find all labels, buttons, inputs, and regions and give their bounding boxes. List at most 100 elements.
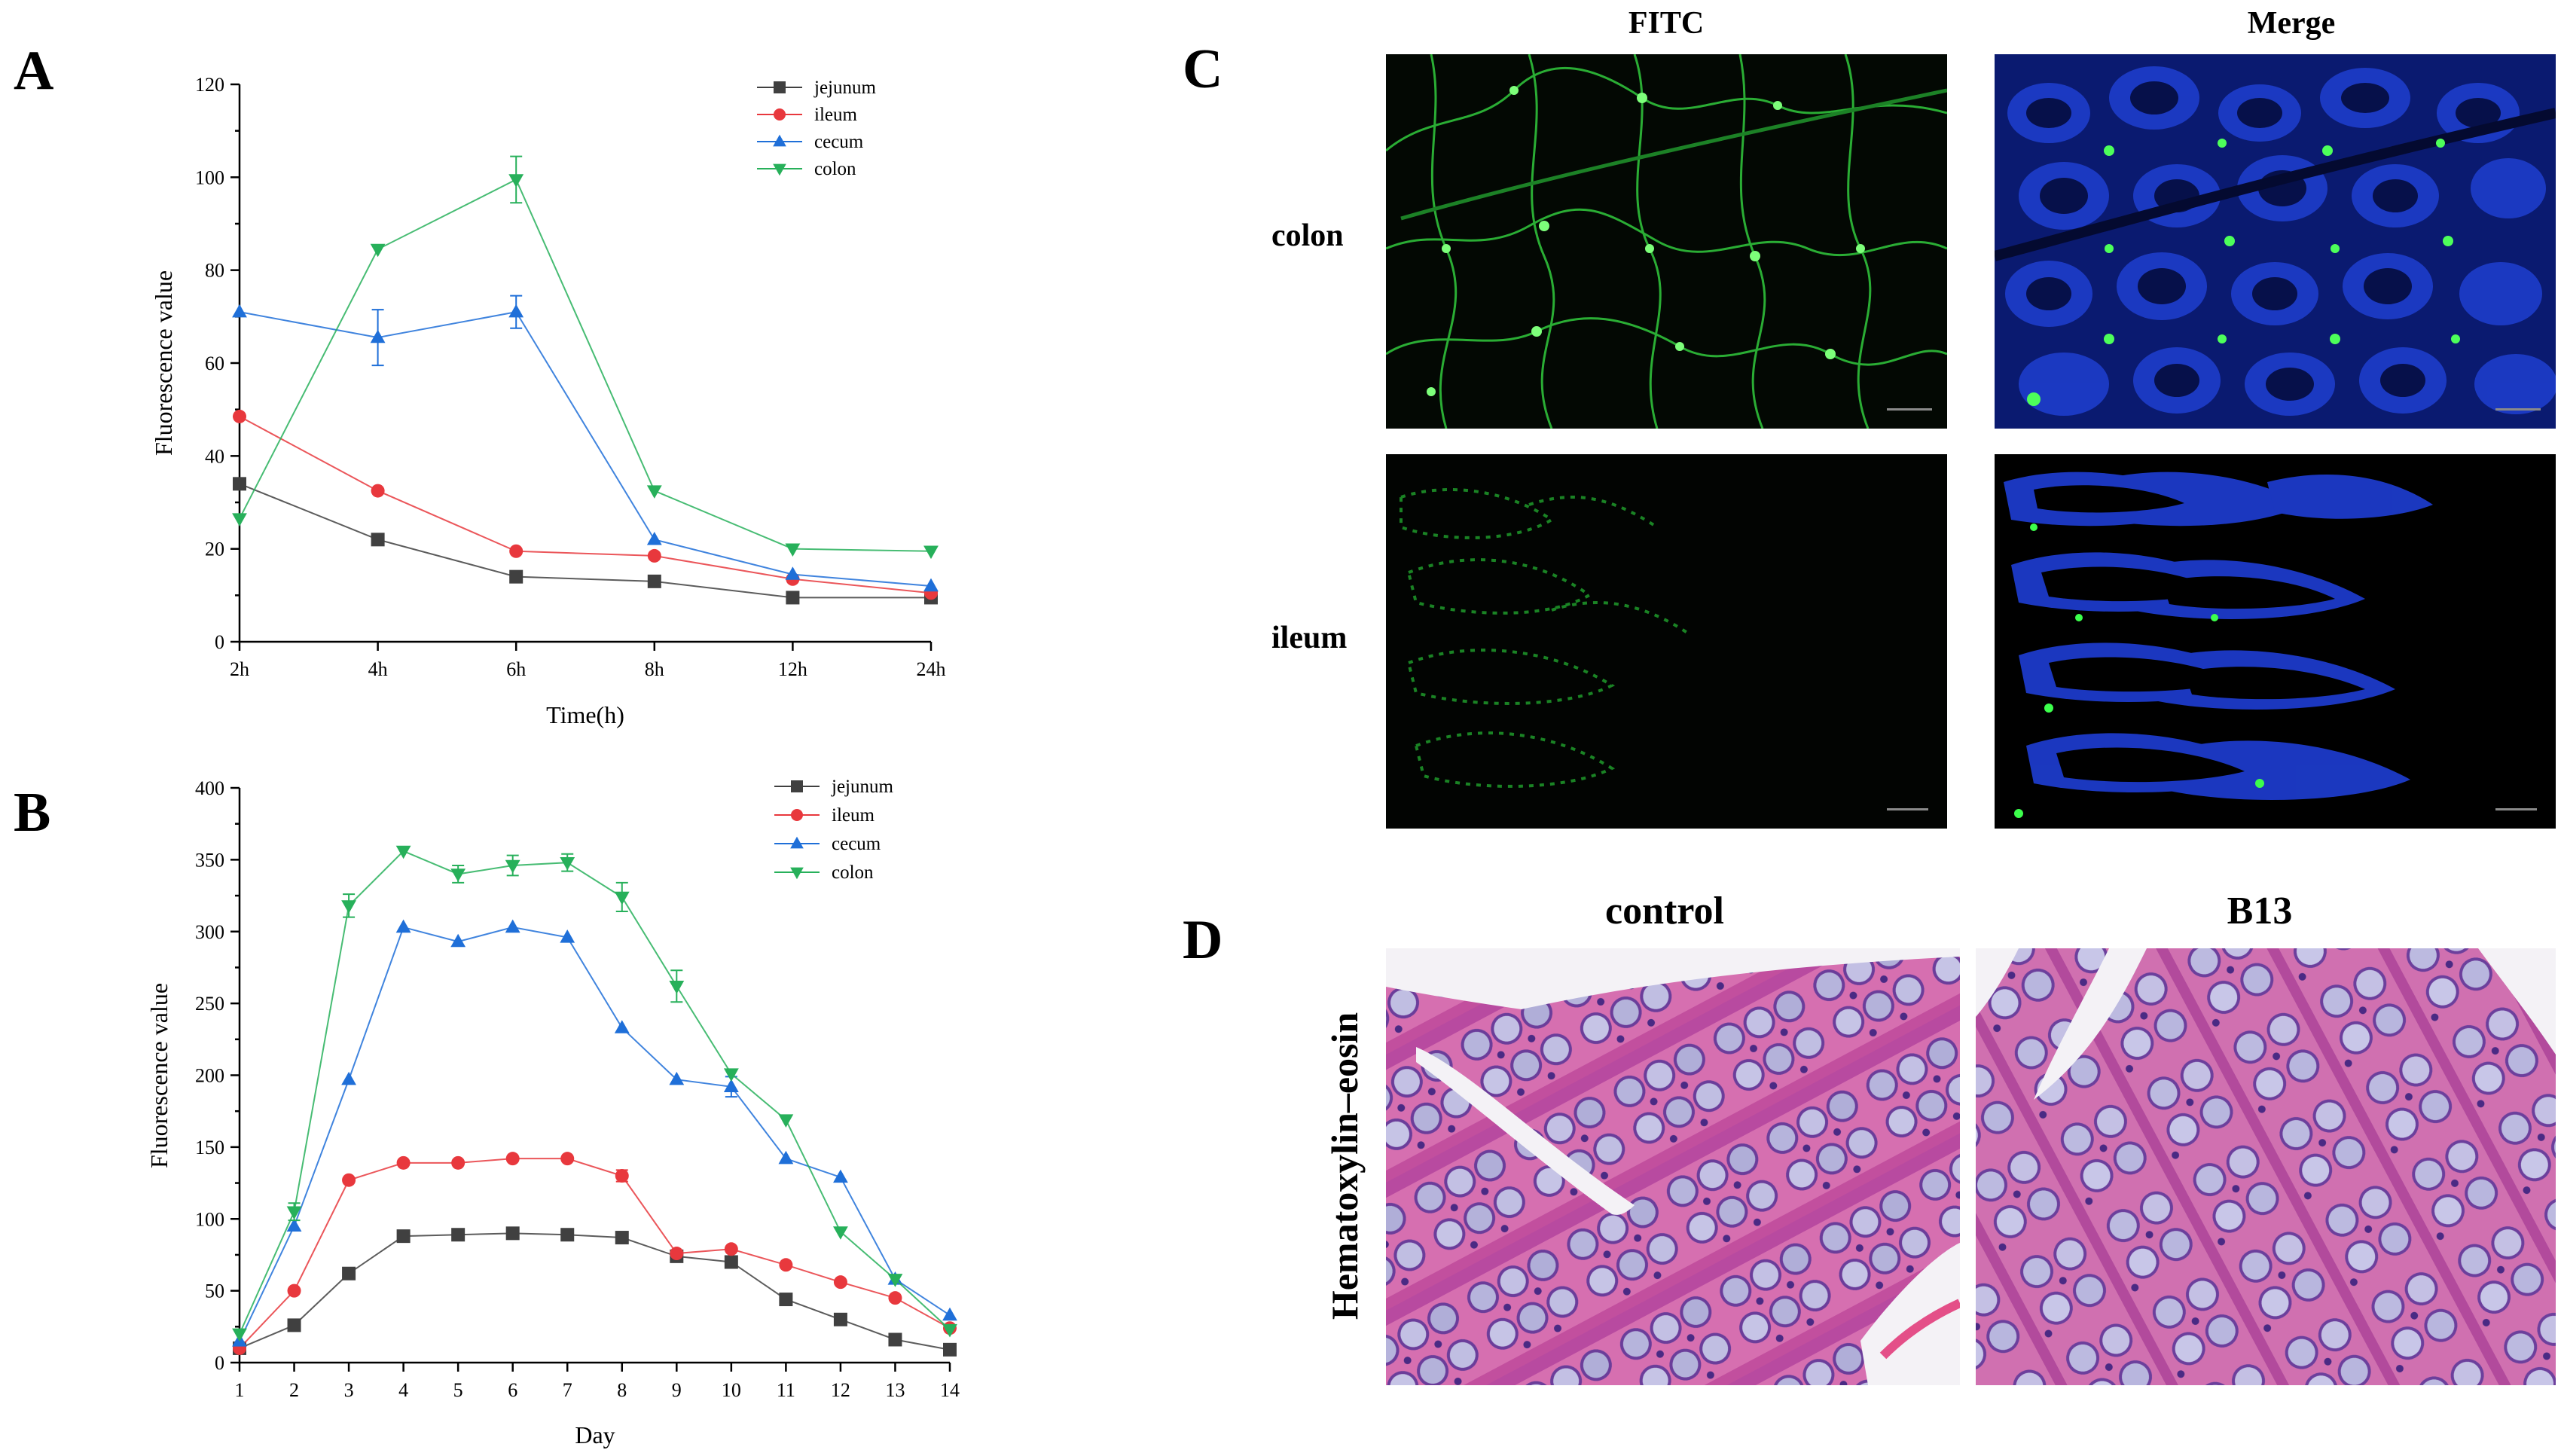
panel-c-fluorescence: C FITC Merge colon ileum	[1183, 6, 2556, 829]
chart-b-x-ticks: 1 2 3 4 5 6 7 8 9 10 11 12 13 14	[235, 1363, 960, 1401]
chart-b-point-ileum	[451, 1155, 465, 1170]
chart-a-point-ileum	[509, 544, 523, 558]
chart-a-x-axis-title: Time(h)	[546, 701, 624, 728]
chart-a-x-tick-label: 24h	[917, 658, 946, 680]
chart-a-legend: jejunum ileum cecum colon	[757, 78, 876, 179]
chart-a-x-tick-label: 12h	[778, 658, 807, 680]
chart-b-point-cecum	[669, 1071, 685, 1085]
chart-b-point-ileum	[342, 1173, 356, 1187]
chart-b-point-jejunum	[287, 1318, 301, 1332]
chart-b-point-cecum	[723, 1079, 739, 1092]
chart-b-y-tick-label: 50	[205, 1280, 224, 1302]
chart-b-series-line-jejunum	[239, 1232, 951, 1351]
chart-b-legend-marker-cecum	[790, 836, 804, 849]
chart-b-point-jejunum	[779, 1293, 793, 1307]
chart-a-point-cecum	[370, 329, 386, 343]
image-he-b13	[1976, 948, 2556, 1385]
chart-b-point-cecum	[341, 1071, 356, 1085]
image-he-control	[1386, 948, 1960, 1385]
chart-b-point-ileum	[833, 1275, 847, 1290]
chart-b-point-ileum	[724, 1242, 738, 1256]
chart-b-x-tick-label: 14	[940, 1379, 960, 1401]
chart-b-x-tick-label: 4	[398, 1379, 408, 1401]
chart-b-x-tick-label: 5	[453, 1379, 463, 1401]
chart-b-y-tick-label: 350	[195, 849, 224, 871]
chart-b-point-ileum	[560, 1152, 575, 1166]
chart-a-legend-label-ileum: ileum	[814, 105, 857, 125]
chart-b-y-tick-label: 200	[195, 1065, 224, 1087]
chart-b-point-colon	[723, 1068, 739, 1082]
chart-b-point-cecum	[450, 933, 466, 948]
chart-b-point-ileum	[888, 1291, 902, 1305]
chart-b-x-axis-title: Day	[575, 1421, 615, 1448]
chart-b-legend-marker-ileum	[791, 809, 803, 821]
chart-a-plot-area	[232, 155, 939, 605]
panel-c-letter: C	[1183, 38, 1223, 100]
chart-b-x-tick-label: 12	[831, 1379, 850, 1401]
chart-a-point-cecum	[646, 531, 662, 545]
chart-b-x-tick-label: 13	[885, 1379, 905, 1401]
chart-b-legend-marker-jejunum	[791, 780, 803, 792]
chart-b-point-colon	[560, 856, 575, 871]
chart-a-legend-label-colon: colon	[814, 159, 856, 179]
chart-b-legend-label-cecum: cecum	[832, 834, 881, 854]
chart-b-point-colon	[341, 900, 356, 914]
chart-b-legend-label-colon: colon	[832, 862, 874, 883]
chart-b-x-tick-label: 11	[777, 1379, 795, 1401]
chart-b-point-ileum	[670, 1247, 684, 1261]
chart-a-point-cecum	[508, 304, 524, 318]
chart-b-x-tick-label: 3	[344, 1379, 354, 1401]
chart-a-y-tick-label: 60	[205, 353, 224, 374]
chart-a-legend-marker-cecum	[773, 134, 786, 147]
chart-b-point-colon	[778, 1114, 794, 1128]
chart-a-point-ileum	[233, 409, 246, 423]
chart-b-point-jejunum	[615, 1231, 629, 1245]
panel-c-row-colon: colon	[1271, 218, 1344, 253]
panel-d-histology: D control B13 Hematoxylin–eosin	[1183, 890, 2556, 1385]
chart-b-point-cecum	[942, 1307, 957, 1321]
chart-b-legend-marker-colon	[790, 867, 804, 880]
chart-b-point-jejunum	[888, 1332, 902, 1347]
chart-b-point-jejunum	[396, 1229, 411, 1244]
chart-a-point-jejunum	[509, 569, 523, 584]
chart-b-point-cecum	[286, 1218, 302, 1232]
panel-c-column-merge: Merge	[2248, 6, 2336, 41]
image-ileum-fitc	[1386, 454, 1947, 829]
chart-b-legend-label-ileum: ileum	[832, 805, 875, 826]
chart-a-y-tick-label: 120	[195, 74, 224, 96]
chart-a-point-colon	[370, 243, 386, 258]
chart-a-point-colon	[232, 513, 247, 527]
chart-a-legend-label-jejunum: jejunum	[813, 78, 876, 98]
chart-b-point-cecum	[560, 929, 575, 943]
panel-d-column-b13: B13	[2227, 890, 2293, 933]
chart-a-point-ileum	[647, 548, 661, 563]
chart-b-point-colon	[887, 1274, 903, 1287]
chart-b-point-cecum	[778, 1150, 794, 1164]
chart-b-x-tick-label: 2	[289, 1379, 299, 1401]
chart-b-point-cecum	[833, 1169, 848, 1183]
chart-b-legend: jejunum ileum cecum colon	[774, 777, 893, 883]
chart-a-point-colon	[785, 543, 801, 557]
panel-d-column-control: control	[1605, 890, 1724, 933]
chart-b-plot-area	[232, 845, 957, 1357]
chart-b-x-tick-label: 6	[508, 1379, 517, 1401]
chart-b-series-line-cecum	[239, 926, 951, 1342]
chart-b-point-colon	[450, 868, 466, 882]
chart-b-point-colon	[833, 1226, 848, 1240]
panel-c-column-fitc: FITC	[1628, 6, 1704, 41]
chart-b-point-ileum	[615, 1169, 629, 1183]
chart-b-y-tick-label: 250	[195, 993, 224, 1015]
chart-b-point-ileum	[287, 1284, 301, 1298]
chart-a-point-colon	[923, 545, 939, 560]
chart-b-point-jejunum	[505, 1226, 520, 1241]
chart-b-point-cecum	[614, 1020, 630, 1033]
chart-b-point-colon	[232, 1328, 247, 1342]
chart-b-series-line-colon	[239, 850, 951, 1335]
chart-b-point-jejunum	[342, 1266, 356, 1280]
chart-b-series-line-ileum	[239, 1158, 951, 1349]
chart-a-legend-label-cecum: cecum	[814, 132, 864, 152]
image-colon-fitc	[1386, 54, 1947, 429]
chart-a-y-tick-label: 100	[195, 166, 224, 188]
chart-a-legend-marker-jejunum	[774, 81, 786, 93]
